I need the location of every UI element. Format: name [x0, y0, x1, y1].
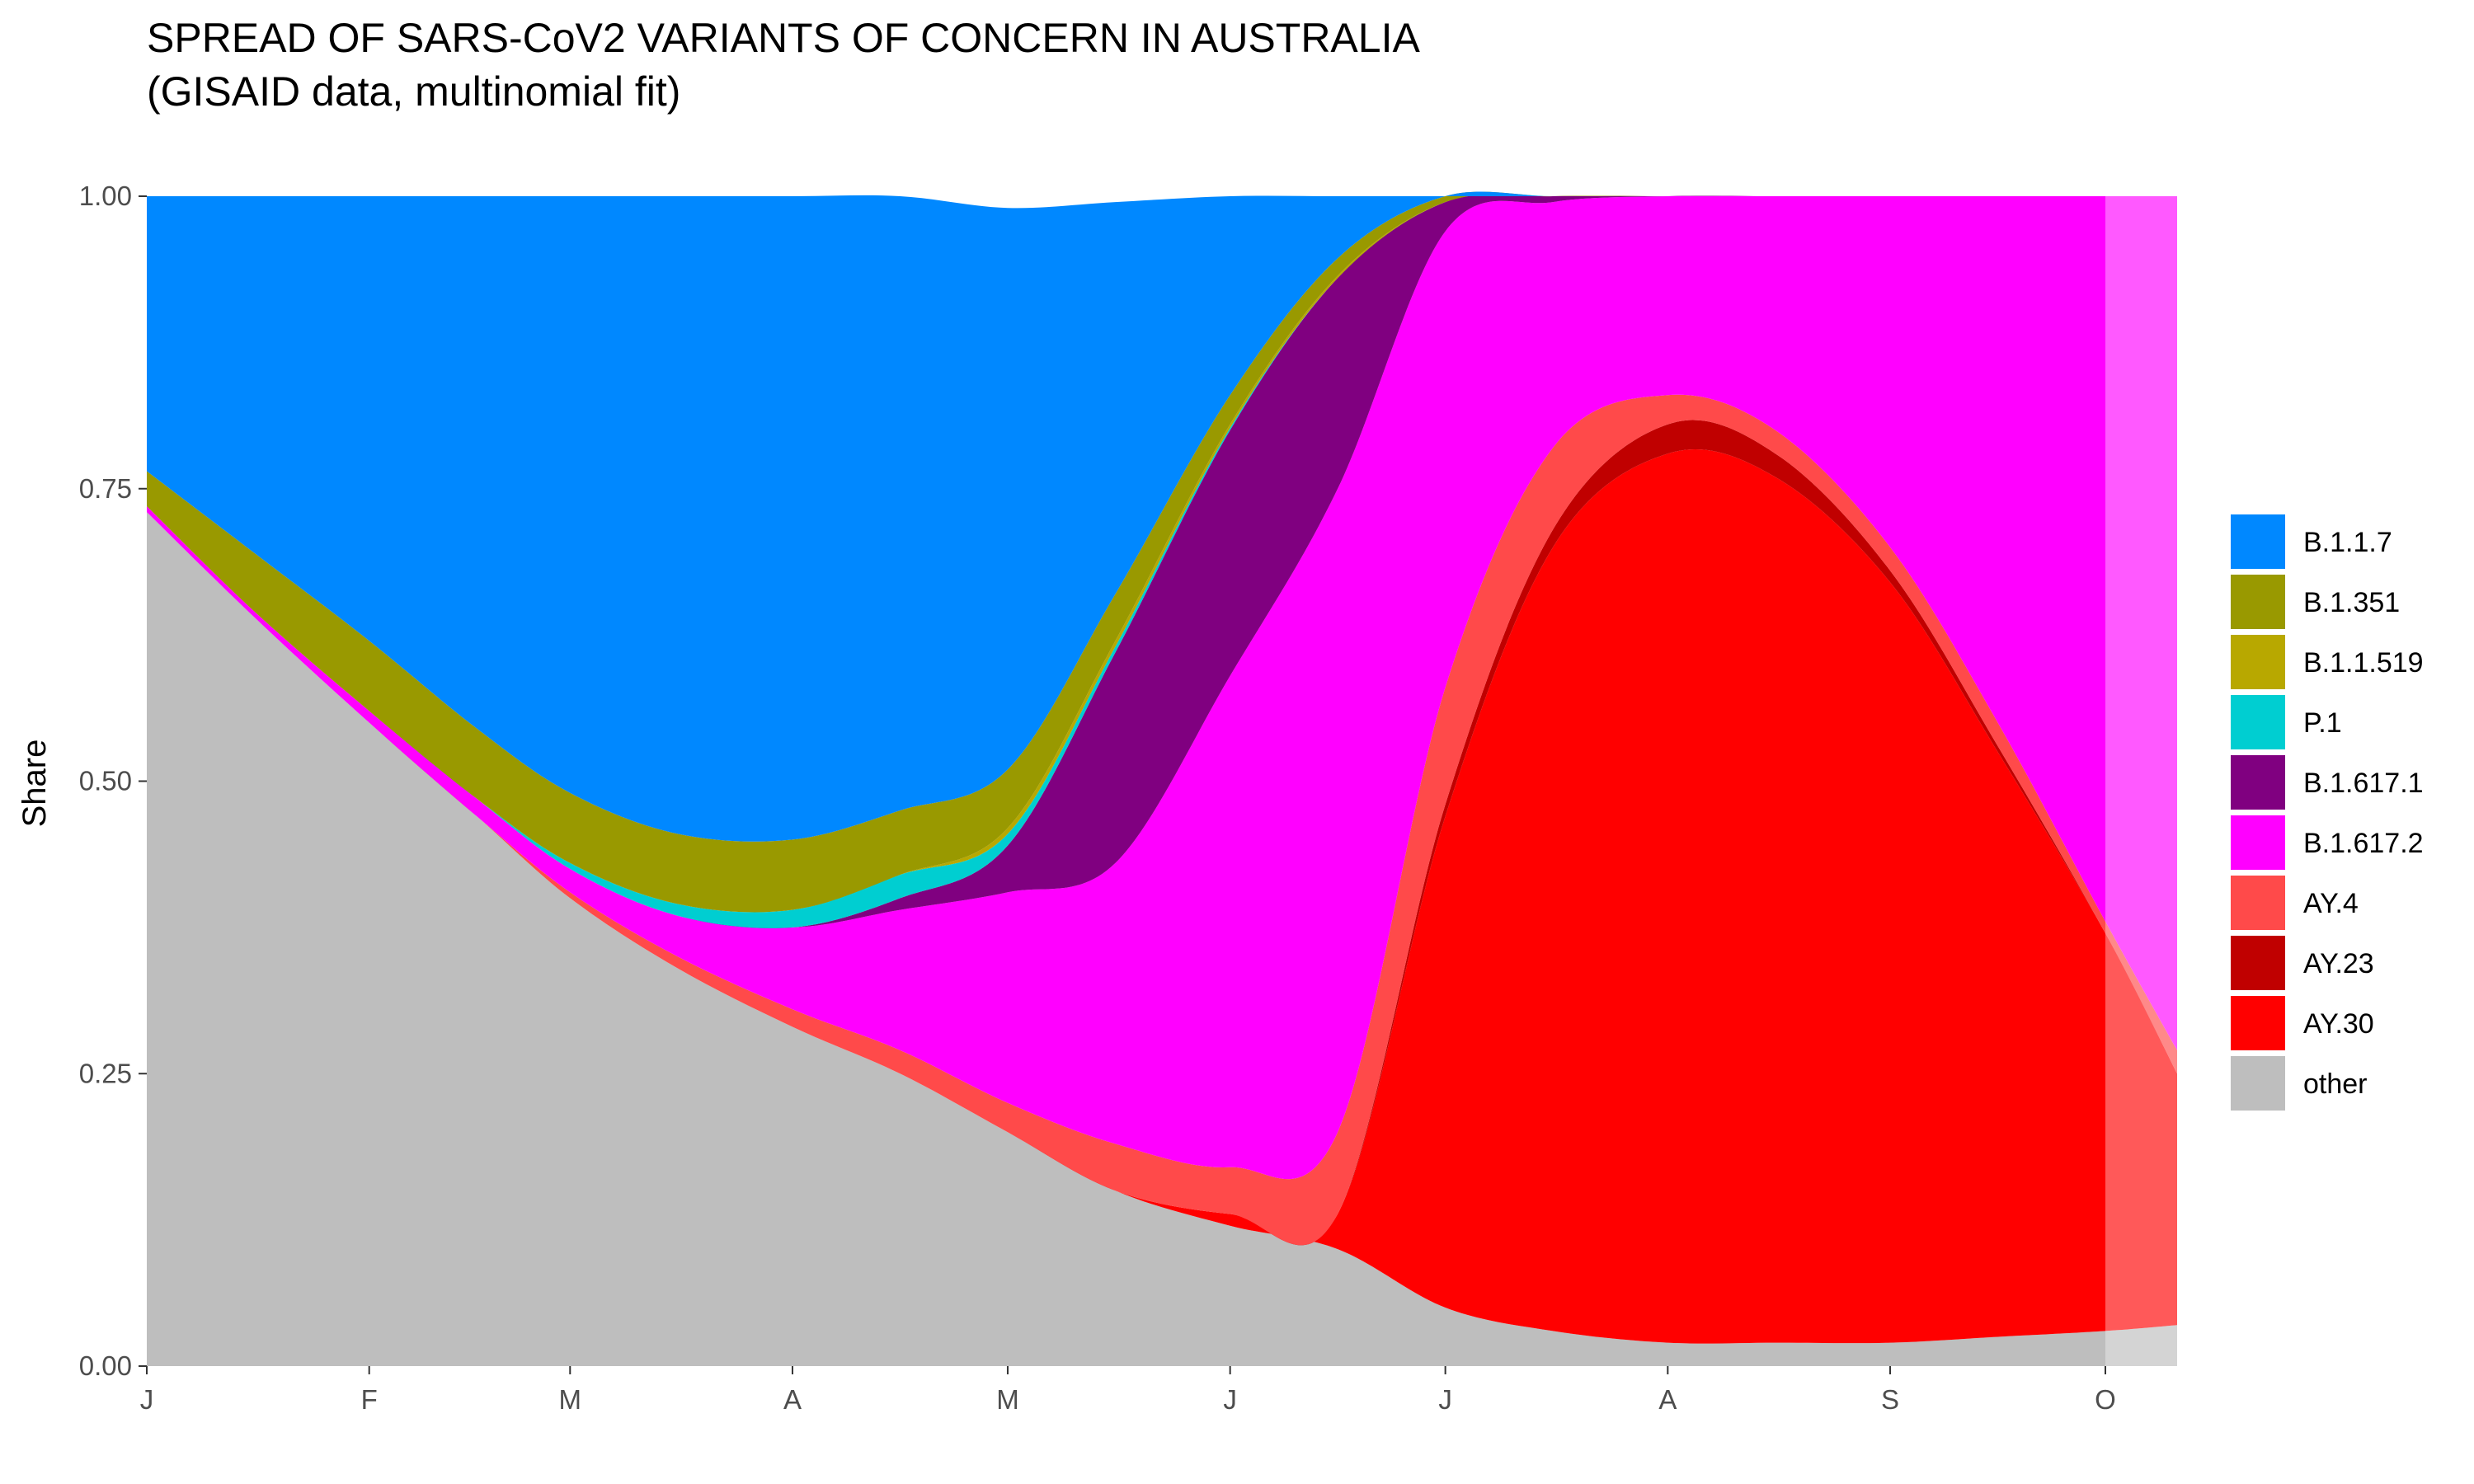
- legend-label-b-1-1-7: B.1.1.7: [2303, 527, 2392, 558]
- legend-key-p-1: [2231, 695, 2285, 749]
- area-b-1-1-7: [147, 191, 2177, 842]
- x-tick-label: S: [1881, 1384, 1899, 1415]
- legend-key-b-1-617-2: [2231, 815, 2285, 870]
- legend-label-ay-30: AY.30: [2303, 1008, 2374, 1040]
- legend-label-p-1: P.1: [2303, 707, 2342, 739]
- legend-key-b-1-351: [2231, 575, 2285, 629]
- x-tick-label: J: [1438, 1384, 1452, 1415]
- legend-label-b-1-351: B.1.351: [2303, 587, 2400, 618]
- legend-key-b-1-1-7: [2231, 514, 2285, 569]
- legend-label-ay-23: AY.23: [2303, 948, 2374, 979]
- x-tick-label: M: [559, 1384, 582, 1415]
- legend-key-other: [2231, 1056, 2285, 1111]
- x-tick-label: A: [783, 1384, 802, 1415]
- chart-title: SPREAD OF SARS-CoV2 VARIANTS OF CONCERN …: [147, 15, 1420, 61]
- legend-key-ay-4: [2231, 876, 2285, 930]
- chart-subtitle: (GISAID data, multinomial fit): [147, 68, 680, 115]
- legend-key-ay-30: [2231, 996, 2285, 1050]
- y-tick-label: 0.75: [79, 473, 132, 504]
- y-tick-label: 1.00: [79, 181, 132, 211]
- area-b-1-1-519: [147, 194, 2177, 913]
- x-tick-label: J: [1223, 1384, 1237, 1415]
- legend-key-ay-23: [2231, 936, 2285, 990]
- legend-label-ay-4: AY.4: [2303, 888, 2359, 919]
- x-tick-label: J: [140, 1384, 154, 1415]
- x-tick-label: M: [996, 1384, 1019, 1415]
- x-tick-label: O: [2095, 1384, 2116, 1415]
- plot-area: [147, 191, 2177, 1366]
- legend-key-b-1-1-519: [2231, 635, 2285, 689]
- legend-label-b-1-1-519: B.1.1.519: [2303, 647, 2424, 679]
- area-b-1-617-2: [147, 195, 2177, 1180]
- legend-label-b-1-617-2: B.1.617.2: [2303, 828, 2424, 859]
- area-b-1-617-1: [147, 194, 2177, 928]
- y-axis: 0.00 0.25 0.50 0.75 1.00: [79, 181, 147, 1381]
- x-tick-label: F: [361, 1384, 378, 1415]
- y-axis-title: Share: [16, 740, 53, 828]
- legend-label-b-1-617-1: B.1.617.1: [2303, 768, 2424, 799]
- area-ay-30: [147, 448, 2177, 1344]
- legend-label-other: other: [2303, 1068, 2368, 1100]
- y-tick-label: 0.50: [79, 766, 132, 796]
- y-tick-label: 0.25: [79, 1058, 132, 1088]
- projection-overlay: [2105, 196, 2177, 1366]
- x-tick-label: A: [1658, 1384, 1677, 1415]
- area-other: [147, 512, 2177, 1366]
- legend-key-b-1-617-1: [2231, 755, 2285, 810]
- legend: B.1.1.7 B.1.351 B.1.1.519 P.1 B.1.617.1 B.1.6…: [2231, 514, 2424, 1111]
- y-tick-label: 0.00: [79, 1350, 132, 1381]
- projection-region: [2105, 196, 2177, 1366]
